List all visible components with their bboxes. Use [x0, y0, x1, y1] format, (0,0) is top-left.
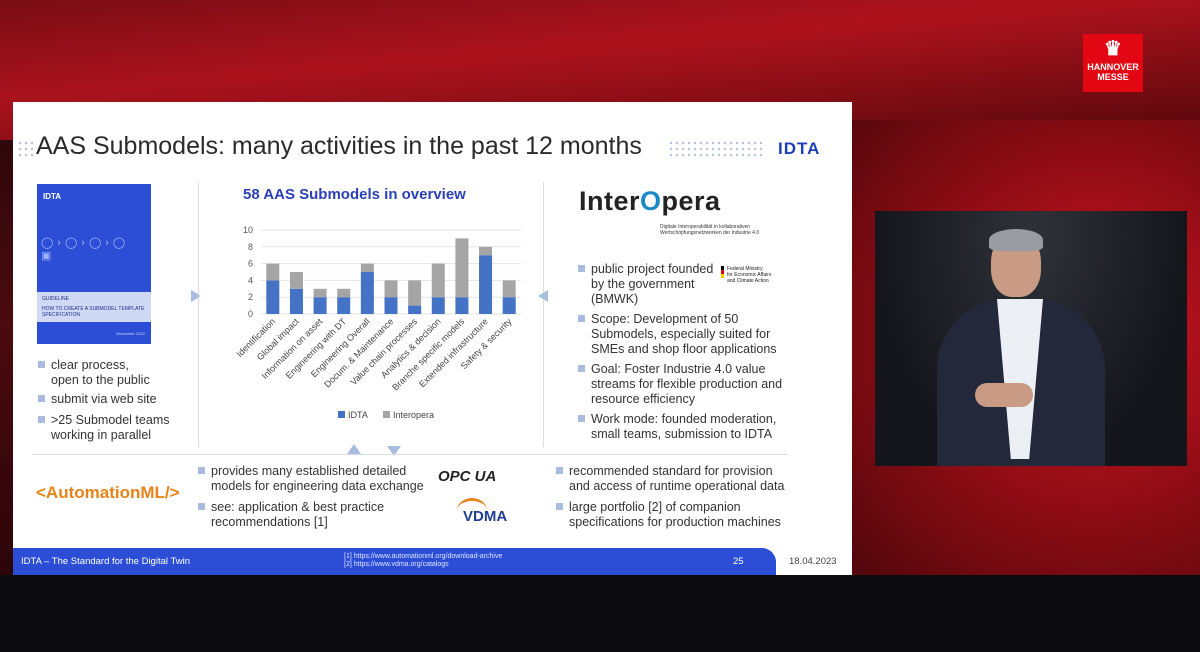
decor-dots — [668, 140, 763, 158]
vdma-swoosh-icon — [457, 498, 487, 523]
left-bullet: submit via web site — [38, 392, 157, 407]
fair-icon: ♛ — [1104, 38, 1122, 60]
bullet-square-icon — [556, 503, 563, 510]
bullet-square-icon — [578, 365, 585, 372]
y-tick-label: 10 — [243, 225, 253, 235]
bar-idta — [289, 288, 303, 314]
footer-references: [1] https://www.automationml.org/downloa… — [344, 553, 503, 568]
bar-interopera — [479, 246, 493, 256]
aml-bullet: provides many established detailed model… — [198, 464, 424, 494]
right-bullet: public project founded by the government… — [578, 262, 713, 307]
bar-interopera — [408, 280, 422, 306]
speaker-hair — [989, 229, 1043, 251]
background-floor — [0, 575, 1200, 652]
y-tick-label: 0 — [248, 309, 253, 319]
decor-dots — [17, 140, 33, 158]
bar-interopera — [337, 288, 351, 298]
footer-text: IDTA – The Standard for the Digital Twin — [21, 556, 190, 567]
bullet-square-icon — [38, 395, 45, 402]
bar-idta — [266, 280, 280, 314]
opcua-bullet: recommended standard for provision and a… — [556, 464, 784, 494]
left-bullet: >25 Submodel teams working in parallel — [38, 413, 169, 443]
slide-footer: IDTA – The Standard for the Digital Twin… — [13, 548, 776, 575]
arrow-up-icon — [347, 444, 361, 454]
bar-idta — [337, 297, 351, 314]
bar-idta — [431, 297, 445, 314]
divider — [543, 182, 544, 447]
bullet-square-icon — [578, 265, 585, 272]
cover-subtitle: HOW TO CREATE A SUBMODEL TEMPLATE SPECIF… — [42, 306, 145, 318]
left-bullet: clear process, open to the public — [38, 358, 150, 388]
guideline-cover-image: IDTA ◯›◯›◯›◯ ▣ GUIDELINE HOW TO CREATE A… — [37, 184, 151, 344]
legend-label: IDTA — [348, 410, 368, 420]
slide-date: 18.04.2023 — [789, 556, 837, 567]
y-tick-label: 4 — [248, 275, 253, 285]
legend-label: Interopera — [393, 410, 434, 420]
cover-date: December 2022 — [116, 331, 145, 336]
chart-title: 58 AAS Submodels in overview — [243, 186, 466, 203]
slide-title: AAS Submodels: many activities in the pa… — [36, 132, 642, 160]
opcua-bullet: large portfolio [2] of companion specifi… — [556, 500, 781, 530]
right-bullet: Work mode: founded moderation, small tea… — [578, 412, 776, 442]
presentation-slide: AAS Submodels: many activities in the pa… — [13, 102, 852, 575]
interopera-logo: InterOpera — [579, 186, 721, 216]
bar-idta — [479, 255, 493, 314]
bar-idta — [360, 272, 374, 314]
automationml-logo: <AutomationML/> — [36, 483, 180, 502]
divider — [33, 454, 788, 455]
arrow-down-icon — [387, 446, 401, 456]
cover-heading: GUIDELINE — [42, 296, 69, 302]
bar-interopera — [455, 238, 469, 298]
bullet-square-icon — [578, 315, 585, 322]
bar-interopera — [502, 280, 516, 298]
y-tick-label: 2 — [248, 292, 253, 302]
bar-interopera — [289, 272, 303, 289]
arrow-right-icon — [191, 290, 201, 302]
vdma-logo: VDMA — [463, 508, 508, 525]
legend-swatch — [338, 411, 345, 418]
page-number: 25 — [733, 556, 744, 567]
speaker-hands — [975, 383, 1033, 407]
arrow-left-icon — [538, 290, 548, 302]
bar-interopera — [360, 263, 374, 272]
y-tick-label: 8 — [248, 242, 253, 252]
bar-interopera — [431, 263, 445, 298]
right-bullet: Goal: Foster Industrie 4.0 value streams… — [578, 362, 782, 407]
cover-band: GUIDELINE HOW TO CREATE A SUBMODEL TEMPL… — [37, 292, 151, 322]
legend-swatch — [383, 411, 390, 418]
bullet-square-icon — [38, 361, 45, 368]
bmwk-logo: Federal Ministry for Economic Affairs an… — [721, 266, 771, 284]
divider — [198, 182, 199, 447]
bullet-square-icon — [578, 415, 585, 422]
cover-icons: ◯›◯›◯›◯ ▣ — [41, 237, 130, 262]
bar-idta — [455, 297, 469, 314]
bar-idta — [313, 297, 327, 314]
german-flag-icon — [721, 266, 724, 278]
bar-idta — [408, 305, 422, 314]
right-bullet: Scope: Development of 50 Submodels, espe… — [578, 312, 777, 357]
hannover-messe-logo: ♛ HANNOVER MESSE — [1083, 34, 1143, 92]
bar-idta — [502, 297, 516, 314]
bullet-square-icon — [38, 416, 45, 423]
bullet-square-icon — [198, 467, 205, 474]
bar-idta — [384, 297, 398, 314]
y-tick-label: 6 — [248, 259, 253, 269]
idta-logo: IDTA — [778, 139, 821, 158]
bar-interopera — [313, 288, 327, 298]
bullet-square-icon — [198, 503, 205, 510]
bullet-square-icon — [556, 467, 563, 474]
bar-interopera — [384, 280, 398, 298]
cover-brand: IDTA — [43, 192, 62, 201]
aml-bullet: see: application & best practice recomme… — [198, 500, 384, 530]
speaker-video — [875, 211, 1187, 466]
interopera-tagline: Digitale Interoperabilität in kollaborat… — [660, 224, 760, 236]
bar-interopera — [266, 263, 280, 281]
opcua-logo: OPC UA — [438, 468, 497, 485]
